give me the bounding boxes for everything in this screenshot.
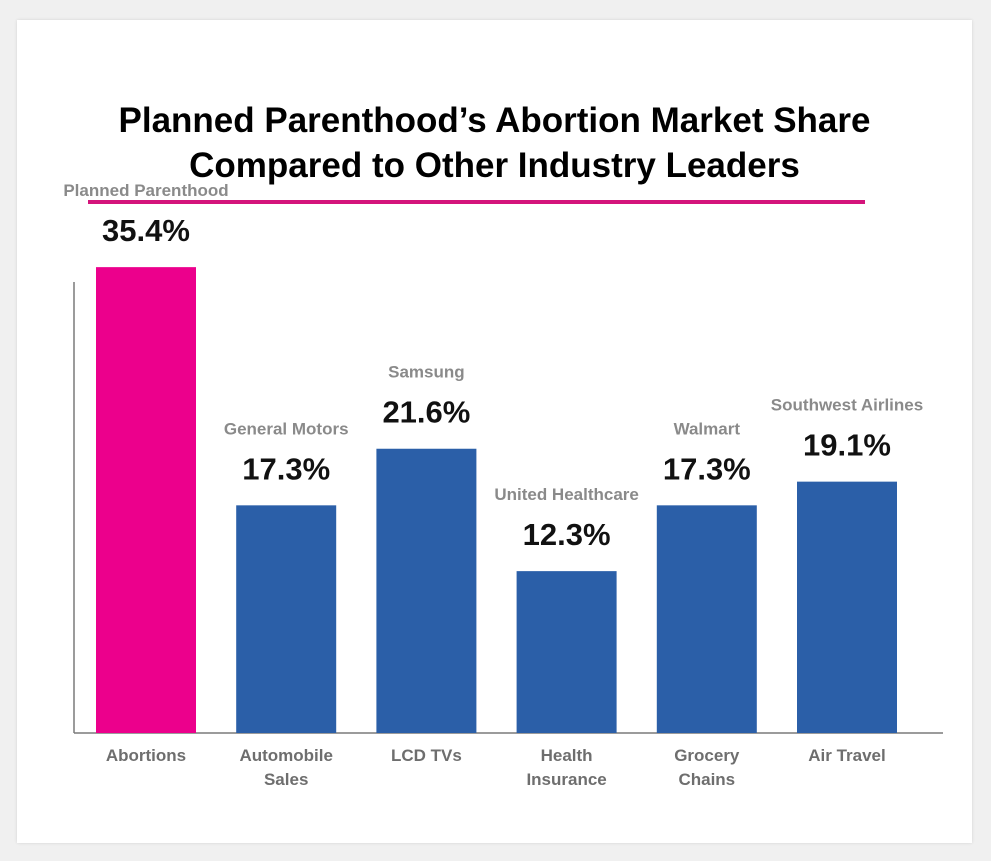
category-label-4-line-1: Health [541,746,593,765]
company-label-2: General Motors [224,419,349,438]
bar-5 [656,505,757,733]
value-label-2: 17.3% [242,451,330,486]
category-label-2-line-2: Sales [264,770,308,789]
bar-2 [236,505,337,733]
company-label-4: United Healthcare [494,485,639,504]
chart-title-line-2: Compared to Other Industry Leaders [189,146,800,185]
value-label-4: 12.3% [523,517,611,552]
company-label-3: Samsung [388,363,465,382]
category-label-2-line-1: Automobile [239,746,333,765]
category-label-3-line-1: LCD TVs [391,746,462,765]
bars-group: 35.4% Planned Parenthood Abortions 17.3% Gen… [63,181,923,789]
company-label-1: Planned Parenthood [63,181,228,200]
bar-3 [376,448,477,733]
bar-chart: 35.4% Planned Parenthood Abortions 17.3% Gen… [63,181,943,789]
value-label-6: 19.1% [803,428,891,463]
title-divider [88,200,865,204]
category-label-1-line-1: Abortions [106,746,186,765]
bar-1 [96,267,196,733]
value-label-5: 17.3% [663,451,751,486]
category-label-5-line-1: Grocery [674,746,740,765]
chart-title: Planned Parenthood’s Abortion Market Sha… [17,98,972,188]
chart-title-line-1: Planned Parenthood’s Abortion Market Sha… [118,101,871,140]
company-label-6: Southwest Airlines [771,396,923,415]
category-label-4-line-2: Insurance [526,770,606,789]
category-label-6-line-1: Air Travel [808,746,886,765]
bar-4 [516,571,617,733]
bar-6 [797,481,897,733]
value-label-3: 21.6% [382,395,470,430]
company-label-5: Walmart [674,419,741,438]
value-label-1: 35.4% [102,213,190,248]
chart-card: Planned Parenthood’s Abortion Market Sha… [17,20,972,843]
category-label-5-line-2: Chains [678,770,735,789]
